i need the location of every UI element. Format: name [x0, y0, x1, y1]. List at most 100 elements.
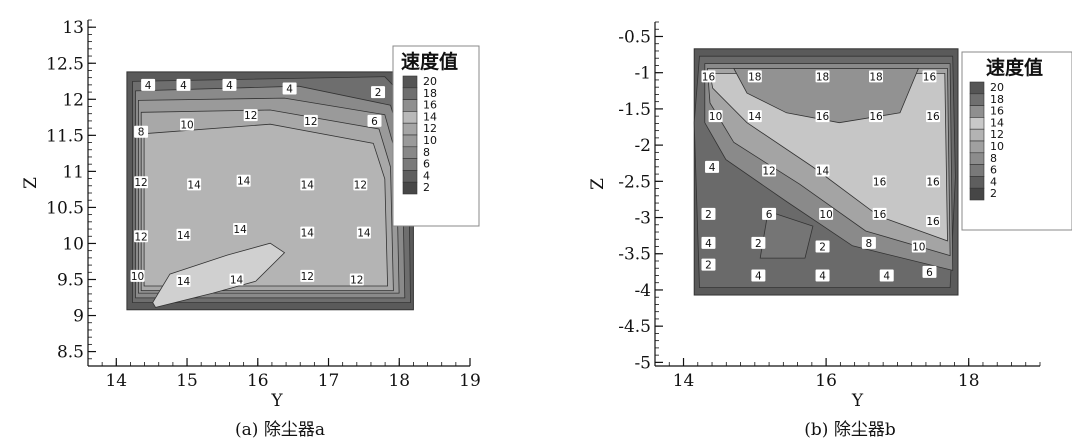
- legend-swatch: [402, 122, 418, 136]
- contour-label: 14: [230, 275, 244, 287]
- y-tick-label: 8.5: [57, 343, 84, 363]
- contour-label-bg: [701, 207, 716, 220]
- y-tick-label: -3: [634, 209, 651, 229]
- chart-caption: (b) 除尘器b: [804, 420, 896, 440]
- legend-level-label: 16: [990, 105, 1004, 118]
- contour-label: 14: [301, 179, 315, 191]
- legend-level-label: 20: [423, 75, 437, 88]
- contour-label: 18: [748, 71, 761, 83]
- legend-level-label: 18: [423, 87, 437, 100]
- contour-band-12: [143, 123, 389, 287]
- legend-level-label: 20: [990, 81, 1004, 94]
- legend-swatch: [402, 87, 418, 100]
- contour-label: 4: [883, 270, 890, 282]
- legend-level-label: 12: [990, 128, 1004, 141]
- contour-label: 10: [819, 209, 832, 221]
- contour-label-bg: [141, 78, 156, 91]
- legend-level-label: 4: [423, 169, 430, 182]
- contour-label: 12: [301, 271, 314, 283]
- y-tick-label: -1: [634, 64, 651, 84]
- y-tick-label: 12.5: [46, 54, 84, 74]
- contour-label-bg: [243, 109, 258, 122]
- contour-label: 4: [145, 80, 152, 92]
- contour-label: 16: [869, 111, 883, 123]
- contour-label-bg: [300, 226, 315, 239]
- y-tick-label: -3.5: [618, 245, 651, 265]
- contour-label: 16: [923, 71, 937, 83]
- contour-label-bg: [134, 176, 149, 189]
- contour-field: 16 18 18 18 16 10 14 16 16 16 4 12 14 16 16 2 6 10 16 16 4 2 2…: [693, 48, 959, 296]
- contour-label-bg: [922, 70, 937, 83]
- contour-label: 16: [873, 176, 887, 188]
- contour-label-bg: [861, 236, 876, 249]
- legend-level-label: 4: [990, 175, 997, 188]
- legend-title: 速度值: [986, 56, 1043, 79]
- x-tick-label: 15: [176, 371, 198, 391]
- contour-band-14: [709, 73, 948, 242]
- legend-swatch: [402, 146, 418, 159]
- x-tick-label: 16: [247, 371, 269, 391]
- contour-label: 12: [350, 275, 363, 287]
- y-tick-label: -2: [634, 136, 651, 156]
- contour-label: 12: [244, 110, 257, 122]
- contour-label-bg: [176, 228, 191, 241]
- legend-level-label: 12: [423, 122, 437, 135]
- y-tick-label: 11: [62, 162, 84, 182]
- contour-label-bg: [282, 82, 297, 95]
- contour-label-bg: [701, 236, 716, 249]
- y-tick-label: 9: [73, 307, 84, 327]
- x-tick-label: 14: [105, 371, 127, 391]
- contour-label: 14: [301, 228, 315, 240]
- contour-label: 16: [873, 209, 887, 221]
- contour-label: 16: [926, 216, 940, 228]
- contour-label: 14: [177, 276, 191, 288]
- legend-swatch: [402, 99, 418, 112]
- legend-level-label: 2: [990, 187, 997, 200]
- contour-label: 4: [819, 270, 826, 282]
- contour-label-bg: [911, 240, 926, 253]
- contour-label: 4: [180, 80, 187, 92]
- contour-label: 6: [371, 116, 378, 128]
- legend-swatch: [402, 134, 418, 148]
- contour-label: 4: [226, 80, 233, 92]
- legend-swatch: [402, 181, 418, 195]
- contour-label: 14: [357, 228, 371, 240]
- contour-label: 14: [233, 224, 247, 236]
- contour-label: 10: [912, 242, 925, 254]
- contour-label: 12: [134, 231, 147, 243]
- contour-label-bg: [233, 223, 248, 236]
- contour-band-14: [152, 242, 286, 308]
- y-tick-label: 10.5: [46, 198, 84, 218]
- contour-label-bg: [751, 236, 766, 249]
- contour-label-bg: [879, 269, 894, 282]
- contour-label: 16: [816, 111, 830, 123]
- legend-swatch: [402, 158, 418, 171]
- legend-level-label: 6: [423, 158, 430, 171]
- y-tick-label: 12: [62, 90, 84, 110]
- legend-swatch: [969, 117, 985, 130]
- legend-swatch: [969, 176, 985, 189]
- contour-label-bg: [751, 269, 766, 282]
- contour-label-bg: [705, 160, 720, 173]
- contour-label: 14: [177, 230, 191, 242]
- x-axis-label: Y: [270, 391, 283, 411]
- contour-label-bg: [303, 114, 318, 127]
- y-tick-label: 10: [62, 234, 84, 254]
- contour-label-bg: [872, 175, 887, 188]
- contour-label-bg: [815, 269, 830, 282]
- legend-swatch: [969, 187, 985, 201]
- contour-label: 4: [755, 270, 762, 282]
- x-tick-label: 18: [958, 371, 980, 391]
- legend-level-label: 18: [990, 93, 1004, 106]
- contour-label: 16: [926, 111, 940, 123]
- legend-level-label: 8: [990, 152, 997, 165]
- contour-label: 12: [304, 116, 317, 128]
- y-tick-label: -4: [634, 281, 651, 301]
- contour-label-bg: [356, 226, 371, 239]
- contour-label-bg: [708, 110, 723, 123]
- contour-label-bg: [371, 86, 386, 99]
